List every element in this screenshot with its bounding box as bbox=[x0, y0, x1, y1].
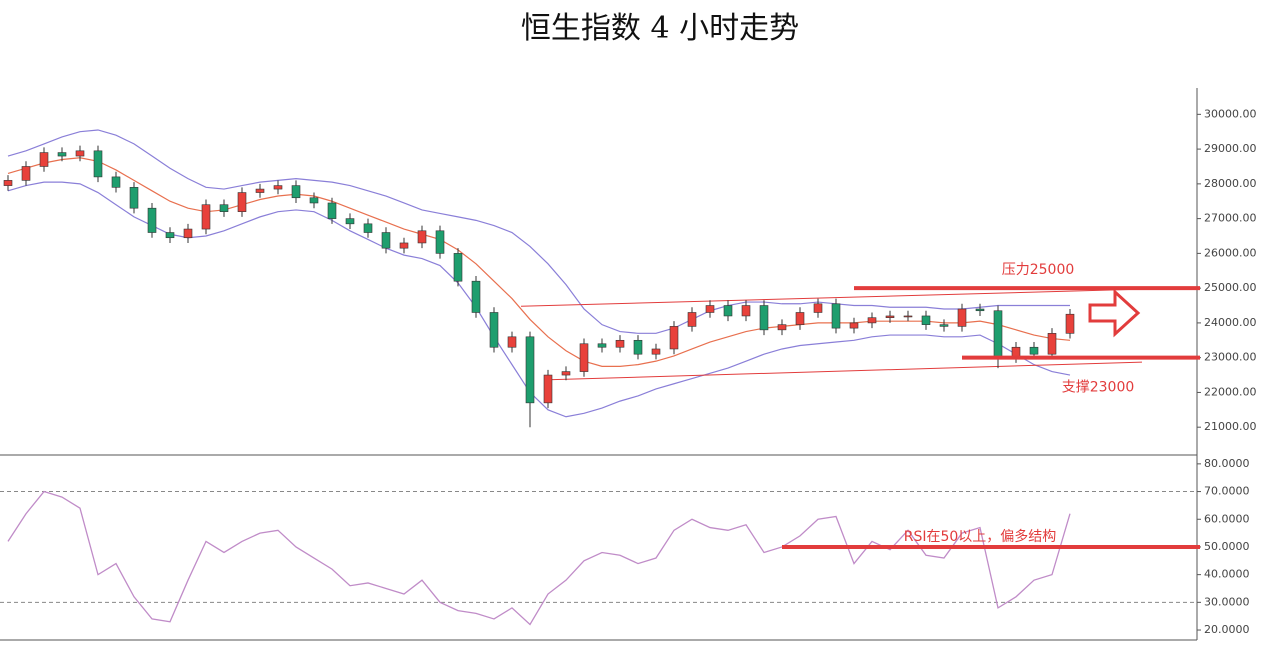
candle-body bbox=[975, 308, 985, 312]
y-tick-label: 26000.00 bbox=[1204, 246, 1257, 259]
candle-body bbox=[903, 315, 913, 318]
candle-body bbox=[741, 305, 751, 317]
bollinger-lower bbox=[7, 181, 1071, 418]
candle-body bbox=[993, 310, 1003, 358]
level-label: 压力25000 bbox=[1002, 262, 1075, 278]
candle-body bbox=[921, 315, 931, 325]
candle-body bbox=[471, 280, 481, 313]
candle-body bbox=[93, 150, 103, 178]
candle-body bbox=[669, 326, 679, 350]
candle-body bbox=[381, 232, 391, 249]
candle-body bbox=[291, 185, 301, 199]
level-label: RSI在50以上，偏多结构 bbox=[904, 528, 1057, 545]
candle-body bbox=[633, 339, 643, 355]
candle-body bbox=[651, 348, 661, 355]
candle-body bbox=[579, 343, 589, 372]
y-tick-label: 50.0000 bbox=[1204, 540, 1250, 553]
bollinger-upper bbox=[7, 129, 1070, 334]
candle-body bbox=[129, 187, 139, 209]
candle-body bbox=[705, 305, 715, 313]
candle-body bbox=[309, 197, 319, 204]
candle-body bbox=[1029, 346, 1039, 355]
candle-body bbox=[849, 322, 859, 329]
candle-body bbox=[1065, 313, 1075, 334]
candle-body bbox=[3, 180, 13, 186]
y-tick-label: 60.0000 bbox=[1204, 512, 1250, 525]
candle-body bbox=[21, 166, 31, 181]
level-label: 支撑23000 bbox=[1062, 380, 1135, 396]
candle-body bbox=[57, 152, 67, 157]
y-tick-label: 70.0000 bbox=[1204, 485, 1250, 498]
candle-body bbox=[273, 185, 283, 190]
y-tick-label: 23000.00 bbox=[1204, 351, 1257, 364]
rsi-line bbox=[7, 490, 1071, 626]
trend-line bbox=[520, 288, 1143, 307]
candle-body bbox=[867, 317, 877, 324]
candle-body bbox=[435, 230, 445, 254]
bollinger-middle bbox=[7, 157, 1071, 367]
candle-body bbox=[75, 150, 85, 157]
breakout-arrow bbox=[1088, 288, 1141, 338]
y-tick-label: 40.0000 bbox=[1204, 568, 1250, 581]
candle-body bbox=[147, 207, 157, 233]
candle-body bbox=[939, 324, 949, 327]
y-tick-label: 28000.00 bbox=[1204, 177, 1257, 190]
candle-body bbox=[219, 204, 229, 212]
candle-body bbox=[813, 303, 823, 313]
candle-body bbox=[543, 374, 553, 404]
candle-body bbox=[345, 218, 355, 225]
candle-body bbox=[957, 308, 967, 327]
candle-body bbox=[831, 303, 841, 329]
y-tick-label: 27000.00 bbox=[1204, 212, 1257, 225]
candle-body bbox=[111, 176, 121, 188]
candle-body bbox=[525, 336, 535, 404]
y-tick-label: 21000.00 bbox=[1204, 420, 1257, 433]
candle-body bbox=[363, 223, 373, 233]
trend-line bbox=[544, 361, 1143, 381]
candle-body bbox=[165, 232, 175, 239]
y-tick-label: 80.0000 bbox=[1204, 457, 1250, 470]
candle-body bbox=[183, 228, 193, 239]
candle-body bbox=[777, 324, 787, 331]
candle-body bbox=[795, 312, 805, 325]
y-tick-label: 29000.00 bbox=[1204, 142, 1257, 155]
y-tick-label: 30.0000 bbox=[1204, 595, 1250, 608]
candle-body bbox=[597, 343, 607, 348]
y-tick-label: 30000.00 bbox=[1204, 107, 1257, 120]
candle-body bbox=[615, 339, 625, 348]
candle-body bbox=[885, 315, 895, 318]
y-tick-label: 25000.00 bbox=[1204, 281, 1257, 294]
y-tick-label: 24000.00 bbox=[1204, 316, 1257, 329]
candle-body bbox=[723, 305, 733, 317]
chart-title: 恒生指数 4 小时走势 bbox=[521, 11, 799, 46]
candle-body bbox=[507, 336, 517, 348]
candle-body bbox=[687, 312, 697, 327]
candle-body bbox=[1047, 333, 1057, 355]
candle-body bbox=[759, 305, 769, 331]
candle-body bbox=[39, 152, 49, 167]
candle-body bbox=[255, 188, 265, 193]
candle-body bbox=[453, 253, 463, 282]
candle-body bbox=[489, 312, 499, 348]
y-tick-label: 20.0000 bbox=[1204, 623, 1250, 636]
candle-body bbox=[417, 230, 427, 244]
candle-body bbox=[201, 204, 211, 230]
candle-body bbox=[327, 202, 337, 219]
candle-body bbox=[561, 371, 571, 376]
y-tick-label: 22000.00 bbox=[1204, 385, 1257, 398]
candle-body bbox=[399, 242, 409, 249]
candle-body bbox=[237, 192, 247, 212]
